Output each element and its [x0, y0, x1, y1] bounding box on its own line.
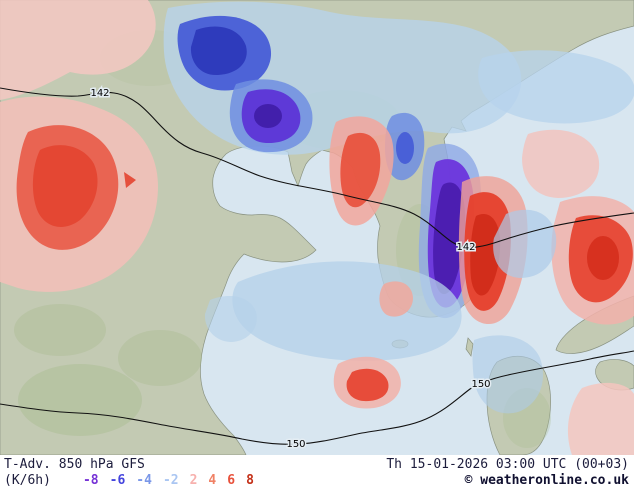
contour-label: 150 — [471, 379, 490, 390]
footer: T-Adv. 850 hPa GFS Th 15-01-2026 03:00 U… — [0, 455, 634, 490]
scale-value-neg2: -2 — [162, 473, 179, 488]
scale-value-pos8: 8 — [246, 473, 254, 488]
copyright-link[interactable]: © weatheronline.co.uk — [464, 473, 629, 488]
tsushima-island — [465, 337, 474, 357]
scale-value-pos2: 2 — [189, 473, 198, 488]
scale-value-neg4: -4 — [136, 473, 152, 488]
scale-value-neg6: -6 — [109, 473, 126, 488]
scale-value-neg8: -8 — [82, 473, 99, 488]
contour-142 — [0, 87, 634, 248]
contour-layer — [0, 87, 634, 445]
contour-label: 142 — [456, 242, 475, 253]
contour-150 — [0, 350, 634, 445]
contour-label: 142 — [90, 88, 109, 99]
advection-layer — [0, 0, 634, 455]
contour-labels: 142 142 150 150 — [89, 87, 492, 452]
contour-label: 150 — [286, 439, 305, 450]
legend-unit: (K/6h) — [4, 473, 51, 488]
weather-map: 142 142 150 150 — [0, 0, 634, 455]
map-title: T-Adv. 850 hPa GFS — [4, 457, 145, 472]
scale-value-pos4: 4 — [208, 473, 217, 488]
datetime-label: Th 15-01-2026 03:00 UTC (00+03) — [386, 457, 629, 472]
scale-value-pos6: 6 — [227, 473, 236, 488]
legend-scale: -8 -6 -4 -2 2 4 6 8 — [83, 473, 254, 488]
